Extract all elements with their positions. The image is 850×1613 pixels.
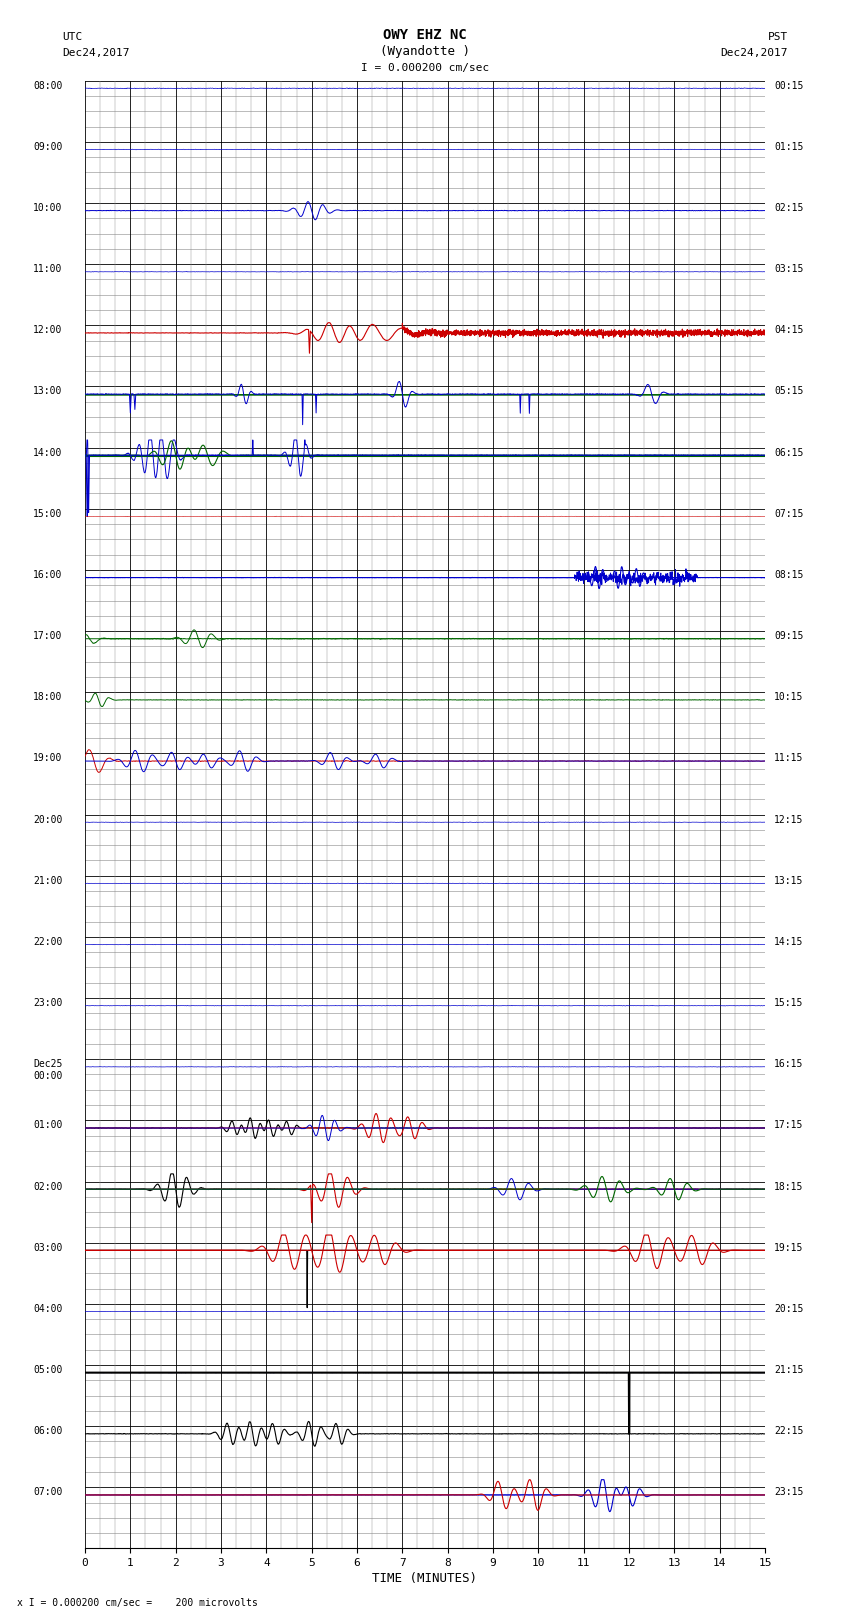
Text: 15:00: 15:00	[33, 508, 62, 519]
Text: 06:00: 06:00	[33, 1426, 62, 1436]
Text: (Wyandotte ): (Wyandotte )	[380, 45, 470, 58]
Text: I = 0.000200 cm/sec: I = 0.000200 cm/sec	[361, 63, 489, 73]
Text: 03:00: 03:00	[33, 1242, 62, 1253]
Text: 04:15: 04:15	[774, 326, 803, 336]
Text: 07:15: 07:15	[774, 508, 803, 519]
Text: 10:15: 10:15	[774, 692, 803, 702]
Text: 21:15: 21:15	[774, 1365, 803, 1374]
Text: 23:00: 23:00	[33, 998, 62, 1008]
Text: 08:00: 08:00	[33, 81, 62, 90]
Text: 10:00: 10:00	[33, 203, 62, 213]
Text: 14:00: 14:00	[33, 448, 62, 458]
Text: PST: PST	[768, 32, 788, 42]
Text: 17:00: 17:00	[33, 631, 62, 640]
Text: 07:00: 07:00	[33, 1487, 62, 1497]
Text: 09:15: 09:15	[774, 631, 803, 640]
Text: 15:15: 15:15	[774, 998, 803, 1008]
Text: 16:15: 16:15	[774, 1060, 803, 1069]
Text: OWY EHZ NC: OWY EHZ NC	[383, 29, 467, 42]
Text: 09:00: 09:00	[33, 142, 62, 152]
Text: 05:00: 05:00	[33, 1365, 62, 1374]
Text: Dec25
00:00: Dec25 00:00	[33, 1060, 62, 1081]
Text: 01:15: 01:15	[774, 142, 803, 152]
Text: 03:15: 03:15	[774, 265, 803, 274]
Text: 23:15: 23:15	[774, 1487, 803, 1497]
Text: 19:00: 19:00	[33, 753, 62, 763]
Text: 02:15: 02:15	[774, 203, 803, 213]
Text: Dec24,2017: Dec24,2017	[720, 48, 788, 58]
Text: 22:15: 22:15	[774, 1426, 803, 1436]
X-axis label: TIME (MINUTES): TIME (MINUTES)	[372, 1573, 478, 1586]
Text: 04:00: 04:00	[33, 1303, 62, 1315]
Text: 11:15: 11:15	[774, 753, 803, 763]
Text: 01:00: 01:00	[33, 1121, 62, 1131]
Text: 18:15: 18:15	[774, 1181, 803, 1192]
Text: 06:15: 06:15	[774, 448, 803, 458]
Text: 13:00: 13:00	[33, 387, 62, 397]
Text: 18:00: 18:00	[33, 692, 62, 702]
Text: 11:00: 11:00	[33, 265, 62, 274]
Text: 12:15: 12:15	[774, 815, 803, 824]
Text: x I = 0.000200 cm/sec =    200 microvolts: x I = 0.000200 cm/sec = 200 microvolts	[17, 1598, 258, 1608]
Text: 05:15: 05:15	[774, 387, 803, 397]
Text: 20:00: 20:00	[33, 815, 62, 824]
Text: 13:15: 13:15	[774, 876, 803, 886]
Text: 22:00: 22:00	[33, 937, 62, 947]
Text: Dec24,2017: Dec24,2017	[62, 48, 130, 58]
Text: 14:15: 14:15	[774, 937, 803, 947]
Text: 19:15: 19:15	[774, 1242, 803, 1253]
Text: 00:15: 00:15	[774, 81, 803, 90]
Text: 08:15: 08:15	[774, 569, 803, 581]
Text: 21:00: 21:00	[33, 876, 62, 886]
Text: UTC: UTC	[62, 32, 82, 42]
Text: 12:00: 12:00	[33, 326, 62, 336]
Text: 17:15: 17:15	[774, 1121, 803, 1131]
Text: 02:00: 02:00	[33, 1181, 62, 1192]
Text: 20:15: 20:15	[774, 1303, 803, 1315]
Text: 16:00: 16:00	[33, 569, 62, 581]
